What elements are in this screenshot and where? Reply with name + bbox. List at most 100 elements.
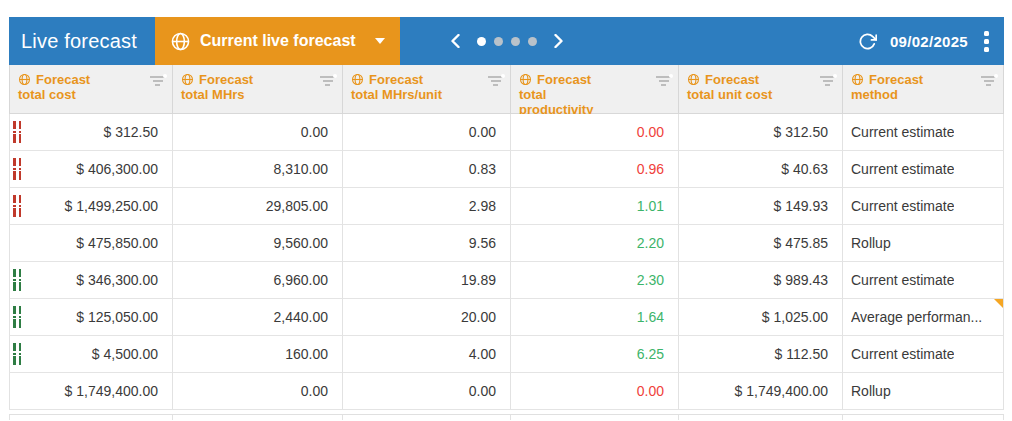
cost-cell[interactable]: $ 406,300.00 — [9, 151, 173, 188]
cost-value: $ 1,749,400.00 — [65, 383, 158, 399]
page-dot-2[interactable] — [494, 37, 503, 46]
unit-cost-cell[interactable]: $ 40.63 — [679, 151, 843, 188]
page-dot-4[interactable] — [528, 37, 537, 46]
cost-cell[interactable]: $ 125,050.00 — [9, 299, 173, 336]
column-label: Forecast — [369, 72, 423, 87]
cost-cell[interactable]: $ 4,500.00 — [9, 336, 173, 373]
method-cell[interactable]: Current estimate — [843, 336, 1004, 373]
filter-icon[interactable] — [656, 76, 671, 87]
column-header-forecast-total-mhrs-unit[interactable]: Forecast total MHrs/unit — [343, 65, 511, 117]
unit-cost-cell[interactable]: $ 1,025.00 — [679, 299, 843, 336]
mhrs-unit-value: 0.00 — [469, 124, 496, 140]
grid-row: $ 475,850.00 9,560.00 9.56 2.20 $ 475.85… — [9, 225, 1004, 262]
productivity-cell[interactable]: 1.64 — [511, 299, 679, 336]
filter-icon[interactable] — [320, 76, 335, 87]
kebab-menu-icon — [984, 31, 989, 36]
mhrs-cell[interactable]: 6,960.00 — [173, 262, 343, 299]
panel-title: Live forecast — [9, 30, 155, 53]
mhrs-unit-cell[interactable]: 19.89 — [343, 262, 511, 299]
cost-value: $ 346,300.00 — [76, 272, 158, 288]
refresh-icon — [858, 32, 877, 51]
pagination — [442, 17, 572, 65]
unit-cost-cell[interactable]: $ 312.50 — [679, 114, 843, 151]
column-label: Forecast — [537, 72, 591, 87]
mhrs-unit-cell[interactable]: 9.56 — [343, 225, 511, 262]
cost-cell[interactable]: $ 1,499,250.00 — [9, 188, 173, 225]
column-label: Forecast — [705, 72, 759, 87]
productivity-value: 0.96 — [637, 161, 664, 177]
method-cell[interactable]: Current estimate — [843, 188, 1004, 225]
unit-cost-value: $ 149.93 — [774, 198, 829, 214]
productivity-cell[interactable]: 1.01 — [511, 188, 679, 225]
mhrs-value: 160.00 — [285, 346, 328, 362]
method-cell[interactable]: Current estimate — [843, 262, 1004, 299]
mhrs-cell[interactable]: 0.00 — [173, 373, 343, 410]
unit-cost-cell[interactable]: $ 149.93 — [679, 188, 843, 225]
partial-row — [9, 414, 1004, 420]
productivity-cell[interactable]: 6.25 — [511, 336, 679, 373]
unit-cost-cell[interactable]: $ 1,749,400.00 — [679, 373, 843, 410]
globe-icon — [851, 73, 864, 86]
mhrs-unit-cell[interactable]: 0.83 — [343, 151, 511, 188]
method-value: Current estimate — [851, 198, 954, 214]
forecast-selector-dropdown[interactable]: Current live forecast — [155, 17, 400, 65]
column-header-forecast-total-mhrs[interactable]: Forecast total MHrs — [173, 65, 343, 117]
prev-page-button[interactable] — [448, 32, 463, 50]
column-header-forecast-method[interactable]: Forecast method — [843, 65, 1004, 117]
mhrs-unit-cell[interactable]: 0.00 — [343, 373, 511, 410]
page-dot-3[interactable] — [511, 37, 520, 46]
unit-cost-cell[interactable]: $ 989.43 — [679, 262, 843, 299]
mhrs-unit-cell[interactable]: 20.00 — [343, 299, 511, 336]
globe-icon — [351, 73, 364, 86]
cost-value: $ 1,499,250.00 — [65, 198, 158, 214]
caret-down-icon — [375, 38, 385, 44]
mhrs-cell[interactable]: 0.00 — [173, 114, 343, 151]
refresh-button[interactable] — [858, 32, 877, 51]
mhrs-unit-value: 20.00 — [461, 309, 496, 325]
cost-value: $ 475,850.00 — [76, 235, 158, 251]
method-cell[interactable]: Rollup — [843, 225, 1004, 262]
method-cell[interactable]: Average performan... — [843, 299, 1004, 336]
mhrs-cell[interactable]: 160.00 — [173, 336, 343, 373]
mhrs-unit-cell[interactable]: 4.00 — [343, 336, 511, 373]
globe-icon — [181, 73, 194, 86]
method-cell[interactable]: Current estimate — [843, 114, 1004, 151]
cost-cell[interactable]: $ 475,850.00 — [9, 225, 173, 262]
productivity-cell[interactable]: 2.20 — [511, 225, 679, 262]
productivity-cell[interactable]: 0.96 — [511, 151, 679, 188]
productivity-cell[interactable]: 0.00 — [511, 114, 679, 151]
filter-icon[interactable] — [488, 76, 503, 87]
page-dot-1[interactable] — [477, 37, 486, 46]
cost-cell[interactable]: $ 312.50 — [9, 114, 173, 151]
mhrs-unit-cell[interactable]: 2.98 — [343, 188, 511, 225]
column-label: Forecast — [869, 72, 923, 87]
productivity-cell[interactable]: 0.00 — [511, 373, 679, 410]
cost-cell[interactable]: $ 346,300.00 — [9, 262, 173, 299]
mhrs-unit-cell[interactable]: 0.00 — [343, 114, 511, 151]
mhrs-cell[interactable]: 29,805.00 — [173, 188, 343, 225]
filter-icon[interactable] — [981, 76, 996, 87]
mhrs-cell[interactable]: 2,440.00 — [173, 299, 343, 336]
next-page-button[interactable] — [551, 32, 566, 50]
column-header-forecast-total-unit-cost[interactable]: Forecast total unit cost — [679, 65, 843, 117]
column-header-forecast-total-cost[interactable]: Forecast total cost — [9, 65, 173, 117]
mhrs-unit-value: 9.56 — [469, 235, 496, 251]
mhrs-value: 8,310.00 — [274, 161, 329, 177]
unit-cost-value: $ 40.63 — [781, 161, 828, 177]
unit-cost-cell[interactable]: $ 475.85 — [679, 225, 843, 262]
cost-cell[interactable]: $ 1,749,400.00 — [9, 373, 173, 410]
filter-icon[interactable] — [150, 76, 165, 87]
column-header-forecast-total-productivity[interactable]: Forecast total productivity — [511, 65, 679, 117]
filter-icon[interactable] — [820, 76, 835, 87]
row-change-indicator — [13, 195, 21, 217]
mhrs-cell[interactable]: 8,310.00 — [173, 151, 343, 188]
method-value: Rollup — [851, 235, 891, 251]
chevron-left-icon — [450, 34, 461, 48]
more-menu-button[interactable] — [981, 29, 992, 54]
mhrs-cell[interactable]: 9,560.00 — [173, 225, 343, 262]
productivity-cell[interactable]: 2.30 — [511, 262, 679, 299]
mhrs-unit-value: 0.00 — [469, 383, 496, 399]
method-cell[interactable]: Current estimate — [843, 151, 1004, 188]
method-cell[interactable]: Rollup — [843, 373, 1004, 410]
unit-cost-cell[interactable]: $ 112.50 — [679, 336, 843, 373]
